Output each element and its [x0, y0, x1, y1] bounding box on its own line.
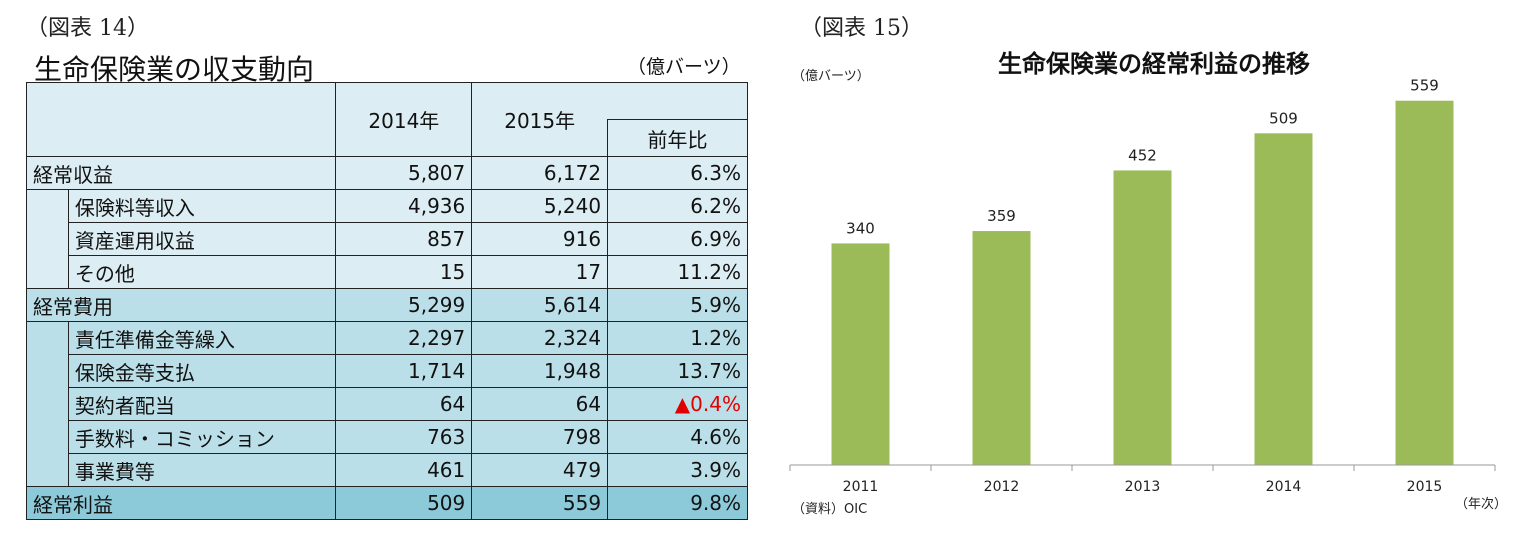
row-indent: [26, 420, 69, 454]
row-label: 経常費用: [25, 288, 337, 322]
bar-2015: [1395, 100, 1454, 466]
cell-v2015: 64: [471, 387, 609, 421]
header-yoy: 前年比: [607, 119, 748, 157]
x-tick-label: 2011: [843, 479, 879, 495]
cell-v2014: 461: [335, 453, 473, 487]
row-label: 責任準備金等繰入: [67, 321, 337, 355]
bar-2014: [1254, 133, 1313, 465]
cell-v2015: 1,948: [471, 354, 609, 388]
cell-v2015: 916: [471, 222, 609, 256]
row-label: 経常利益: [25, 486, 337, 520]
cell-yoy: 6.2%: [607, 189, 748, 223]
bar-2013: [1113, 170, 1172, 466]
table-row: 経常収益 5,807 6,172 6.3%: [25, 156, 748, 190]
x-tick-label: 2012: [984, 479, 1020, 495]
cell-yoy: 13.7%: [607, 354, 748, 388]
row-label: 事業費等: [67, 453, 337, 487]
cell-v2015: 5,614: [471, 288, 609, 322]
chart-y-unit: （億バーツ）: [792, 68, 870, 84]
row-indent: [26, 387, 69, 421]
cell-yoy: 6.9%: [607, 222, 748, 256]
bar-2011: [831, 243, 890, 465]
cell-v2015: 798: [471, 420, 609, 454]
cell-v2015: 559: [471, 486, 609, 520]
cell-v2015: 479: [471, 453, 609, 487]
bar-value-label: 452: [1128, 146, 1157, 164]
x-tick-label: 2015: [1407, 479, 1443, 495]
cell-v2014: 64: [335, 387, 473, 421]
cell-v2014: 2,297: [335, 321, 473, 355]
cell-v2015: 6,172: [471, 156, 609, 190]
cell-v2015: 2,324: [471, 321, 609, 355]
table-row: 資産運用収益 857 916 6.9%: [26, 222, 748, 256]
row-indent: [26, 453, 69, 487]
table-row: 手数料・コミッション 763 798 4.6%: [26, 420, 748, 454]
table-row: 保険料等収入 4,936 5,240 6.2%: [26, 189, 748, 223]
cell-v2014: 509: [335, 486, 473, 520]
row-indent: [26, 222, 69, 256]
table-row: 事業費等 461 479 3.9%: [26, 453, 748, 487]
cell-yoy: ▲0.4%: [607, 387, 748, 421]
cell-v2014: 1,714: [335, 354, 473, 388]
row-indent: [26, 255, 69, 289]
row-label: 保険料等収入: [67, 189, 337, 223]
profit-bar-chart: 生命保険業の経常利益の推移 （億バーツ） 340 359 452 509 559 201…: [789, 50, 1507, 517]
bar-value-label: 340: [846, 219, 875, 237]
row-indent: [26, 189, 69, 223]
cell-v2015: 5,240: [471, 189, 609, 223]
cell-v2014: 763: [335, 420, 473, 454]
table-row: 経常費用 5,299 5,614 5.9%: [25, 288, 748, 322]
cell-v2014: 5,299: [335, 288, 473, 322]
chart-source: （資料）OIC: [792, 502, 867, 517]
header-gap: [607, 82, 748, 120]
row-label: 手数料・コミッション: [67, 420, 337, 454]
table-row: 保険金等支払 1,714 1,948 13.7%: [26, 354, 748, 388]
table-row: 契約者配当 64 64 ▲0.4%: [26, 387, 748, 421]
income-expense-table: 2014年 2015年 前年比 経常収益 5,807 6,172 6.3% 保険料等収入…: [25, 82, 748, 520]
table-row: 経常利益 509 559 9.8%: [25, 486, 748, 520]
row-label: 保険金等支払: [67, 354, 337, 388]
cell-yoy: 9.8%: [607, 486, 748, 520]
row-label: 資産運用収益: [67, 222, 337, 256]
cell-v2014: 15: [335, 255, 473, 289]
cell-yoy: 3.9%: [607, 453, 748, 487]
table-unit: （億バーツ）: [627, 56, 741, 78]
bar-2012: [972, 231, 1031, 465]
row-indent: [26, 354, 69, 388]
cell-yoy: 5.9%: [607, 288, 748, 322]
x-tick-label: 2013: [1125, 479, 1161, 495]
cell-v2014: 5,807: [335, 156, 473, 190]
cell-yoy: 4.6%: [607, 420, 748, 454]
table-row: 責任準備金等繰入 2,297 2,324 1.2%: [26, 321, 748, 355]
cell-yoy: 6.3%: [607, 156, 748, 190]
row-label: 経常収益: [25, 156, 337, 190]
figure-15-label: （図表 15）: [800, 16, 923, 41]
table-title: 生命保険業の収支動向: [34, 53, 315, 86]
cell-v2015: 17: [471, 255, 609, 289]
row-indent: [26, 321, 69, 355]
cell-v2014: 4,936: [335, 189, 473, 223]
header-blank: [25, 82, 337, 157]
row-label: その他: [67, 255, 337, 289]
header-2014: 2014年: [335, 82, 473, 157]
chart-title: 生命保険業の経常利益の推移: [998, 50, 1310, 78]
header-2015: 2015年: [471, 82, 608, 157]
figure-14-label: （図表 14）: [26, 16, 149, 41]
cell-yoy: 11.2%: [607, 255, 748, 289]
table-row: その他 15 17 11.2%: [26, 255, 748, 289]
x-tick-label: 2014: [1266, 479, 1302, 495]
cell-v2014: 857: [335, 222, 473, 256]
row-label: 契約者配当: [67, 387, 337, 421]
bar-value-label: 359: [987, 207, 1016, 225]
chart-x-unit: （年次）: [1455, 496, 1507, 512]
bar-value-label: 509: [1269, 109, 1298, 127]
cell-yoy: 1.2%: [607, 321, 748, 355]
bar-value-label: 559: [1410, 77, 1439, 95]
